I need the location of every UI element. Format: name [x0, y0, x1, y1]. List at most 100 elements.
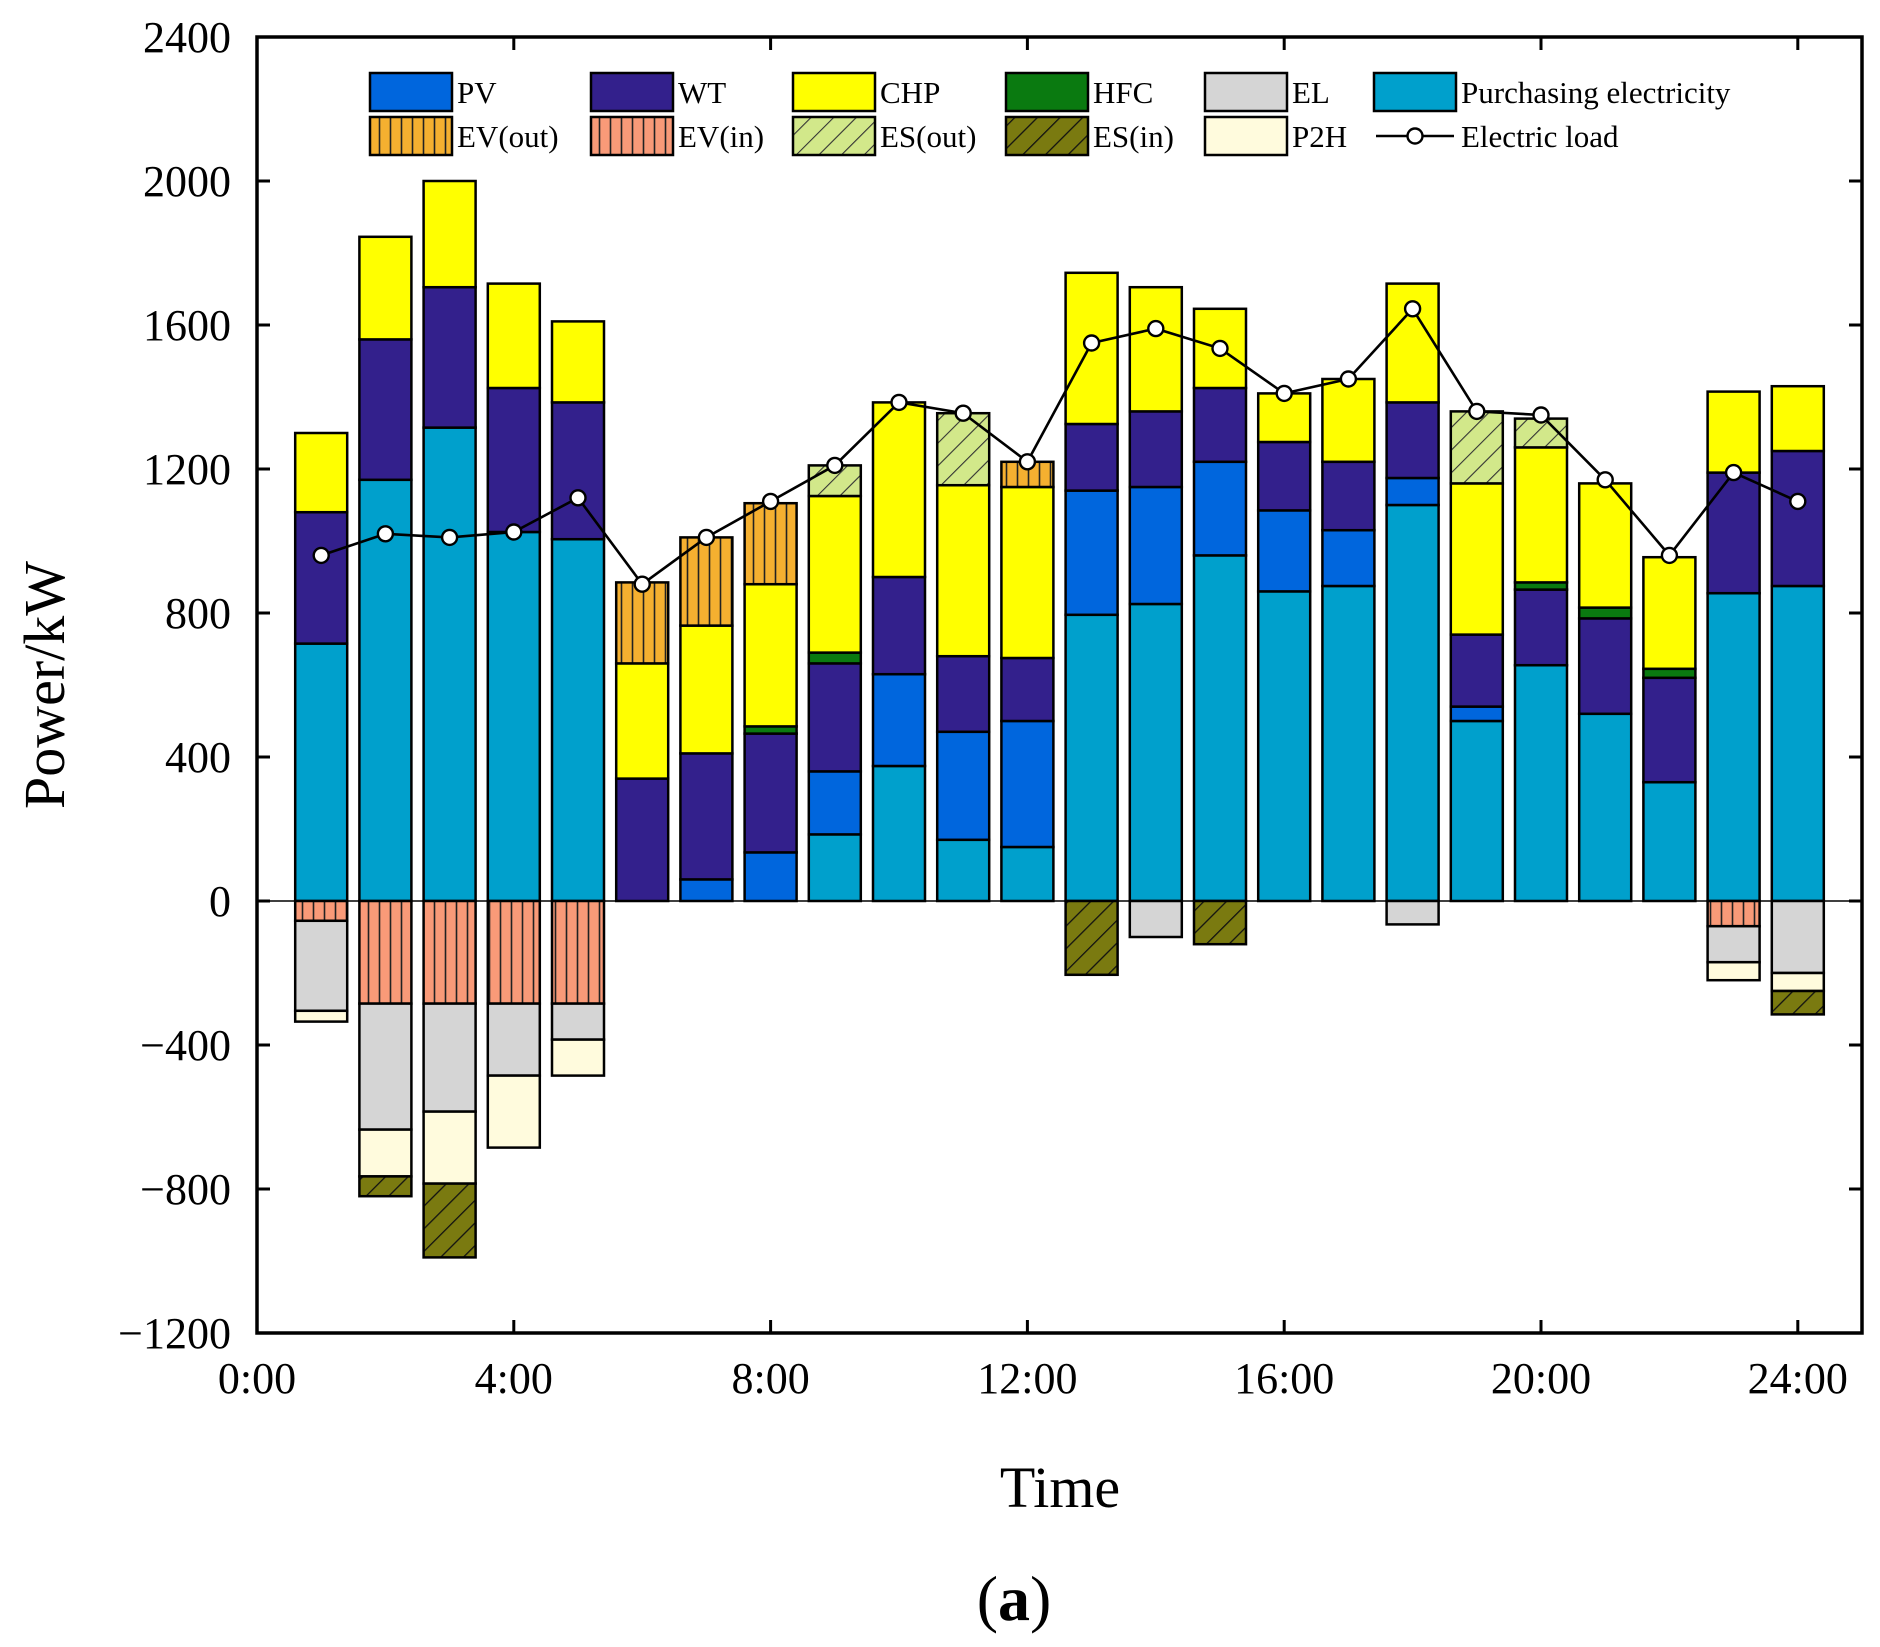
- legend-swatch-p2h: [1203, 115, 1289, 157]
- y-tick-label: 2000: [143, 157, 231, 206]
- bar-buy-h17: [1321, 584, 1376, 903]
- legend-label-wt: WT: [678, 75, 726, 110]
- bar-chp-h20: [1513, 446, 1569, 584]
- y-tick-label: 1600: [143, 301, 231, 350]
- x-tick-label: 20:00: [1491, 1354, 1591, 1403]
- bar-chp-h4: [486, 282, 542, 390]
- bar-pv-h17: [1321, 528, 1376, 588]
- electric-load-point-h16: [1275, 384, 1293, 403]
- bar-wt-h14: [1128, 410, 1184, 489]
- bar-buy-h5: [550, 537, 606, 903]
- x-tick-label: 24:00: [1748, 1354, 1848, 1403]
- bar-esin-h3: [422, 1182, 477, 1259]
- legend-label-hfc: HFC: [1093, 75, 1153, 110]
- legend-label-p2h: P2H: [1292, 119, 1347, 154]
- electric-load-point-h18: [1403, 300, 1422, 318]
- bar-el-h18: [1385, 899, 1440, 926]
- bar-pv-h15: [1192, 460, 1248, 557]
- bar-el-h2: [358, 1002, 413, 1131]
- bar-pv-h18: [1385, 476, 1440, 507]
- x-tick-label: 12:00: [977, 1354, 1077, 1403]
- bar-buy-h3: [422, 426, 477, 903]
- electric-load-point-h14: [1147, 319, 1165, 338]
- bar-evin-h2: [358, 899, 413, 1005]
- bar-chp-h8: [743, 582, 798, 728]
- bar-esout-h11: [935, 411, 991, 487]
- bar-pv-h12: [1000, 719, 1055, 849]
- bar-wt-h7: [679, 752, 734, 881]
- legend-swatch-buy: [1372, 71, 1458, 113]
- bar-wt-h20: [1513, 588, 1569, 667]
- x-tick-label: 0:00: [218, 1354, 296, 1403]
- bar-evin-h1: [293, 899, 349, 923]
- bar-el-h1: [293, 919, 349, 1013]
- legend-label-evin: EV(in): [678, 119, 764, 154]
- legend-label-load: Electric load: [1461, 119, 1619, 154]
- legend-label-esin: ES(in): [1093, 119, 1174, 154]
- bar-wt-h17: [1321, 460, 1376, 532]
- electric-load-point-h3: [440, 528, 459, 547]
- bar-buy-h11: [935, 838, 991, 903]
- bar-wt-h4: [486, 386, 542, 534]
- bar-wt-h13: [1064, 422, 1119, 492]
- bar-hfc-h22: [1642, 667, 1697, 680]
- bar-p2h-h3: [422, 1110, 477, 1185]
- electric-load-point-h19: [1468, 402, 1486, 421]
- legend: PV WT CHP HFC EL Purchasing electricity EV(out…: [368, 71, 1731, 157]
- bar-wt-h1: [293, 510, 349, 645]
- bar-chp-h17: [1321, 377, 1376, 464]
- bar-buy-h18: [1385, 503, 1440, 903]
- electric-load-line: [320, 306, 1799, 587]
- legend-swatch-el: [1203, 71, 1289, 113]
- electric-load-point-h4: [505, 523, 523, 541]
- bar-wt-h9: [807, 662, 863, 773]
- bar-buy-h19: [1449, 719, 1505, 903]
- bar-p2h-h23: [1706, 960, 1761, 982]
- bar-pv-h16: [1256, 509, 1312, 593]
- electric-load-point-h10: [890, 393, 908, 412]
- bar-buy-h20: [1513, 663, 1569, 903]
- bar-wt-h18: [1385, 401, 1440, 480]
- electric-load-point-h23: [1724, 463, 1743, 482]
- electric-load-point-h5: [569, 489, 587, 507]
- electric-load-point-h21: [1596, 471, 1614, 489]
- bar-evin-h23: [1706, 899, 1761, 928]
- y-tick-label: −800: [140, 1165, 231, 1214]
- bar-esin-h15: [1192, 899, 1248, 946]
- bar-chp-h7: [679, 624, 734, 755]
- bar-wt-h10: [871, 575, 927, 676]
- bar-el-h24: [1770, 899, 1826, 975]
- bar-wt-h2: [358, 338, 413, 482]
- bar-buy-h16: [1256, 590, 1312, 903]
- y-tick-label: 400: [165, 733, 231, 782]
- bar-p2h-h5: [550, 1038, 606, 1077]
- electric-load-point-h2: [376, 525, 395, 543]
- electric-load-point-h11: [954, 404, 972, 422]
- bar-pv-h9: [807, 770, 863, 836]
- bar-wt-h23: [1706, 471, 1761, 595]
- load-line-layer: [312, 300, 1807, 593]
- legend-label-esout: ES(out): [880, 119, 976, 154]
- bar-chp-h2: [358, 235, 413, 341]
- y-tick-label: −400: [140, 1021, 231, 1070]
- bar-wt-h15: [1192, 386, 1248, 464]
- panel-label-open-paren: (: [977, 1563, 998, 1634]
- bar-wt-h22: [1642, 676, 1697, 784]
- bar-wt-h21: [1577, 617, 1633, 716]
- electric-load-point-h20: [1532, 406, 1550, 424]
- bar-evin-h3: [422, 899, 477, 1005]
- bar-wt-h6: [614, 777, 670, 903]
- bar-esin-h2: [358, 1175, 413, 1198]
- legend-swatch-esout: [791, 115, 877, 157]
- panel-label-letter: a: [998, 1563, 1030, 1634]
- y-tick-label: 800: [165, 589, 231, 638]
- bar-buy-h22: [1642, 780, 1697, 903]
- electric-load-point-h8: [761, 492, 780, 511]
- bar-pv-h8: [743, 851, 798, 903]
- bar-evin-h4: [486, 899, 542, 1005]
- x-tick-label: 8:00: [731, 1354, 809, 1403]
- bar-chp-h11: [935, 483, 991, 658]
- electric-load-point-h9: [826, 456, 844, 475]
- bar-chp-h9: [807, 494, 863, 654]
